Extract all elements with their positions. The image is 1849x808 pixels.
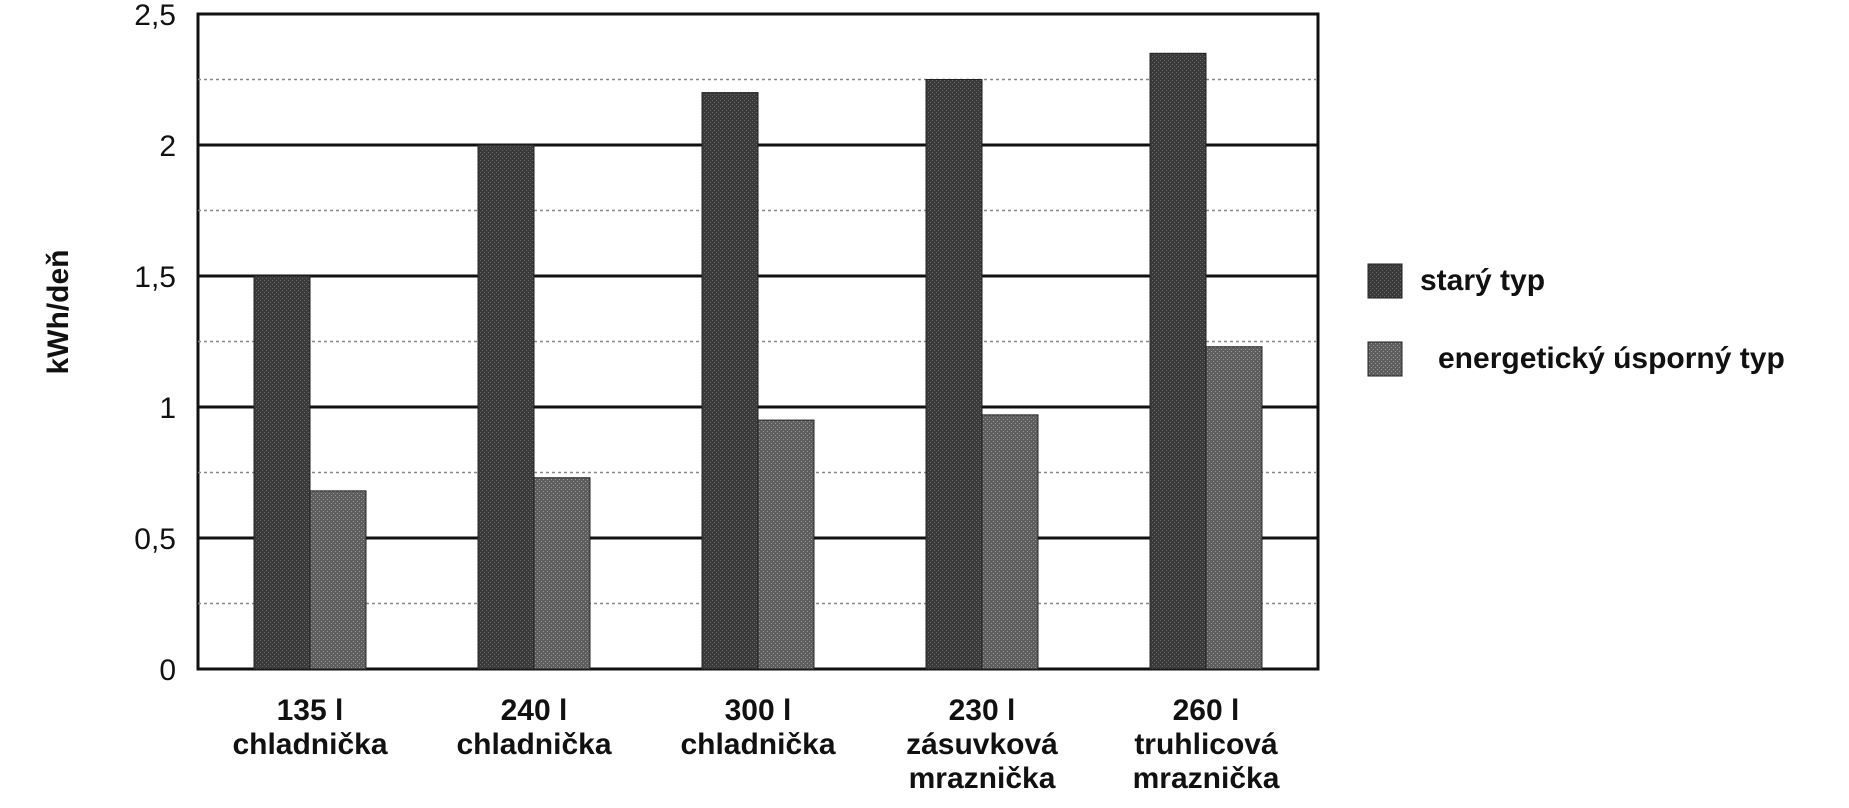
x-category-label: 230 l zásuvková mraznička (906, 694, 1058, 795)
y-tick-label: 1 (159, 392, 176, 425)
bar-stary-typ (253, 275, 311, 670)
y-tick-label: 0 (159, 654, 176, 687)
bars (253, 52, 1263, 670)
legend-swatch (1367, 263, 1403, 299)
bar-stary-typ (701, 92, 759, 670)
bar-energeticky-usporny-typ (533, 477, 591, 670)
bar-energeticky-usporny-typ (757, 419, 815, 670)
legend-swatch (1367, 341, 1403, 377)
x-category-label: 240 l chladnička (456, 694, 611, 761)
bar-energeticky-usporny-typ (981, 414, 1039, 670)
bar-energeticky-usporny-typ (1205, 346, 1263, 670)
x-category-label: 260 l truhlicová mraznička (1133, 694, 1280, 795)
y-tick-label: 0,5 (134, 523, 176, 556)
legend: starý typ energetický úsporný typ (1367, 263, 1785, 377)
y-tick-label: 2,5 (134, 0, 176, 32)
y-axis-ticks: 0 0,5 1 1,5 2 2,5 (134, 0, 176, 687)
bar-stary-typ (1149, 52, 1207, 670)
y-axis-label: kWh/deň (42, 250, 75, 375)
x-category-label: 300 l chladnička (680, 694, 835, 761)
y-tick-label: 1,5 (134, 261, 176, 294)
bar-stary-typ (925, 79, 983, 670)
legend-label: starý typ (1420, 264, 1545, 297)
legend-label: energetický úsporný typ (1438, 342, 1785, 375)
bar-stary-typ (477, 144, 535, 670)
x-axis-labels: 135 l chladnička 240 l chladnička 300 l chlad… (232, 694, 1279, 795)
x-category-label: 135 l chladnička (232, 694, 387, 761)
bar-energeticky-usporny-typ (309, 490, 367, 670)
y-tick-label: 2 (159, 130, 176, 163)
